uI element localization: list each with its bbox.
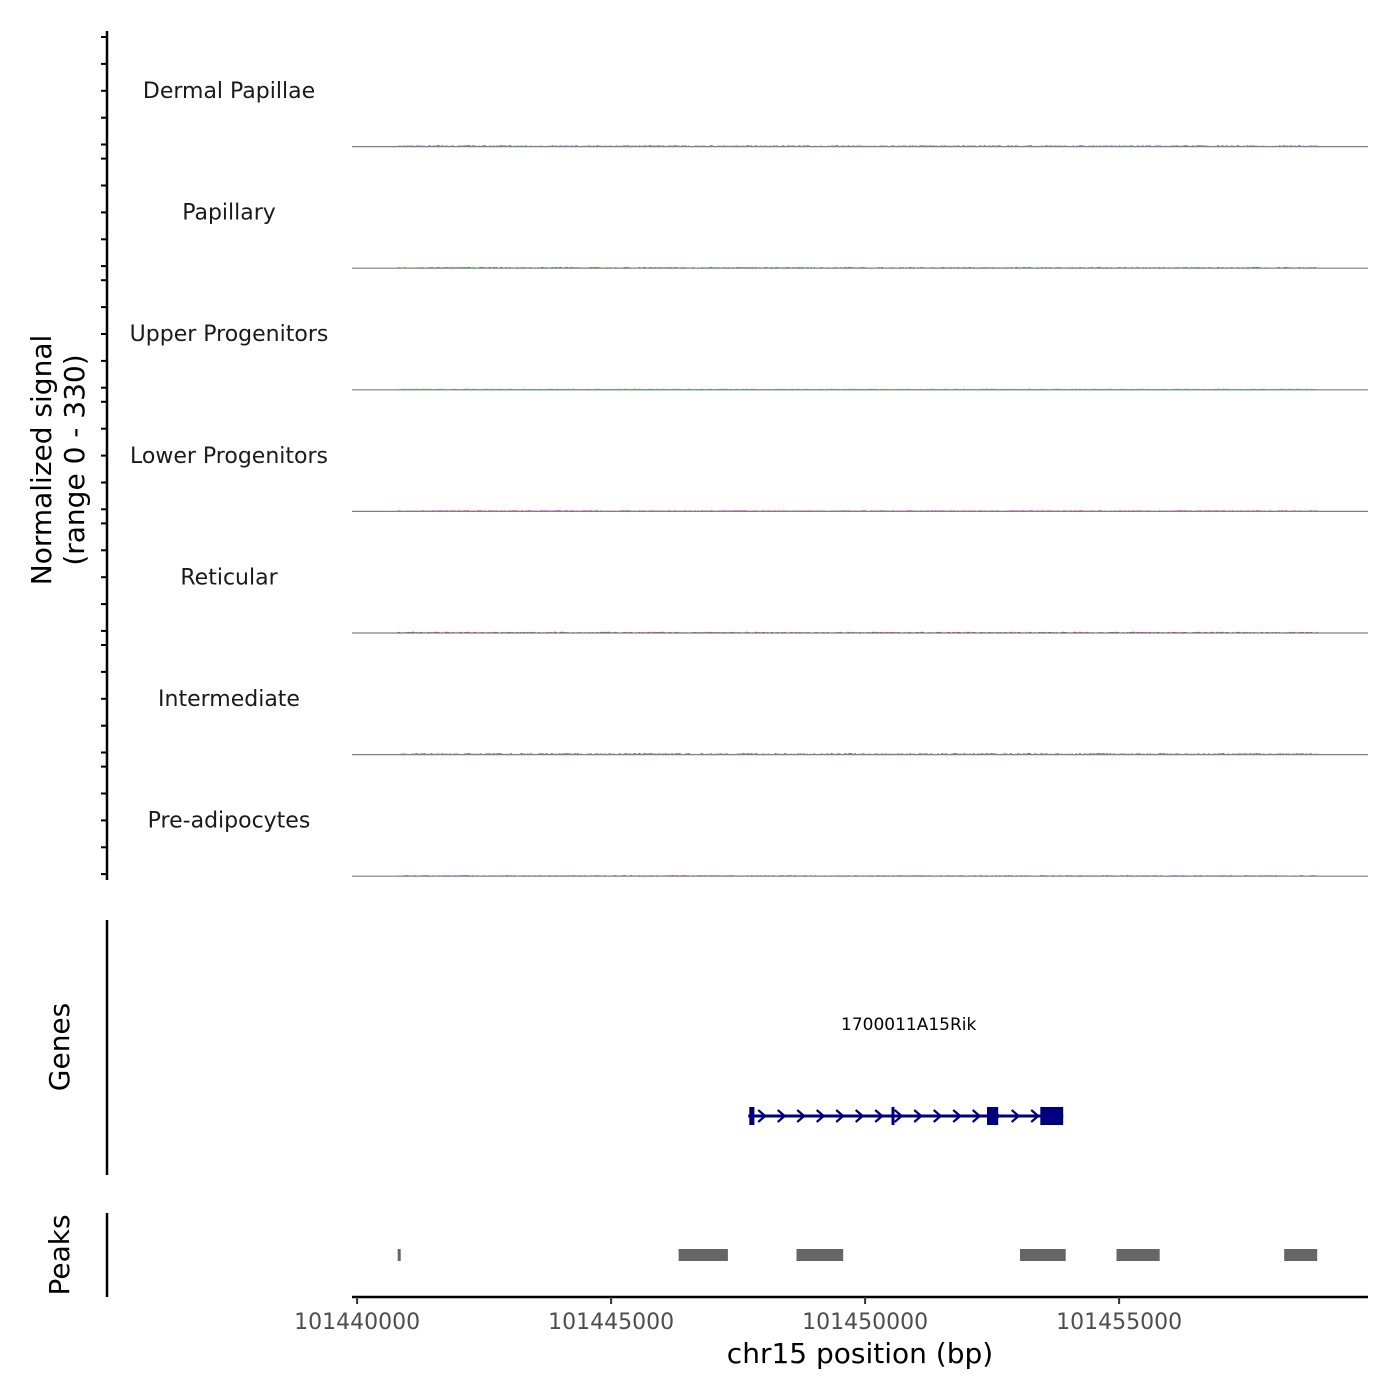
gene-strand-arrow	[874, 1109, 884, 1123]
x-axis-tick-label: 101455000	[1056, 1310, 1182, 1335]
peak-region	[796, 1249, 844, 1261]
x-axis-tick-label: 101440000	[294, 1310, 420, 1335]
x-axis-title: chr15 position (bp)	[727, 1337, 993, 1370]
track-label: Papillary	[182, 201, 276, 226]
gene-exon	[987, 1107, 999, 1125]
peaks-section: Peaks	[43, 1213, 1318, 1297]
gene-exon	[749, 1107, 755, 1125]
peak-region	[1284, 1249, 1318, 1261]
gene-strand-arrow	[971, 1109, 982, 1123]
gene-strand-arrow	[796, 1109, 806, 1123]
gene-strand-arrow	[1030, 1109, 1040, 1123]
gene-model: 1700011A15Rik	[748, 1015, 1064, 1125]
gene-exon	[1040, 1107, 1064, 1125]
peak-region	[1116, 1249, 1160, 1261]
gene-models: 1700011A15Rik	[748, 1015, 1064, 1125]
track-label: Pre-adipocytes	[148, 809, 311, 834]
coverage-y-axis-title: Normalized signal	[25, 335, 58, 586]
peak-region	[1020, 1249, 1066, 1261]
genes-axis-label: Genes	[43, 1003, 76, 1091]
coverage-y-ticks	[101, 36, 107, 876]
coverage-track-upper-progenitors: Upper Progenitors	[130, 322, 1368, 391]
peak-region	[678, 1249, 728, 1261]
coverage-track-pre-adipocytes: Pre-adipocytes	[148, 809, 1368, 877]
coverage-track-reticular: Reticular	[180, 565, 1368, 634]
track-label: Lower Progenitors	[130, 444, 328, 469]
track-label: Upper Progenitors	[130, 322, 329, 347]
gene-strand-arrow	[952, 1109, 962, 1123]
x-axis: 101440000 101445000 101450000 101455000 chr…	[294, 1295, 1368, 1370]
coverage-y-axis-range: (range 0 - 330)	[58, 354, 91, 565]
gene-strand-arrow	[1010, 1109, 1021, 1123]
coverage-section: Normalized signal (range 0 - 330) Dermal…	[25, 31, 1368, 880]
gene-strand-arrow	[776, 1109, 787, 1123]
track-label: Dermal Papillae	[143, 79, 315, 104]
gene-strand-arrow	[913, 1109, 923, 1123]
coverage-track-intermediate: Intermediate	[158, 687, 1368, 756]
gene-strand-arrow	[932, 1109, 943, 1123]
coverage-track-papillary: Papillary	[182, 201, 1368, 269]
track-label: Intermediate	[158, 687, 300, 712]
genes-section: Genes 1700011A15Rik	[43, 920, 1064, 1175]
gene-strand-arrow	[893, 1109, 904, 1123]
gene-strand-arrow	[854, 1109, 865, 1123]
gene-strand-arrow	[757, 1109, 767, 1123]
x-axis-tick-label: 101450000	[802, 1310, 928, 1335]
coverage-track-lower-progenitors: Lower Progenitors	[130, 444, 1368, 512]
x-axis-tick-label: 101445000	[548, 1310, 674, 1335]
peaks-axis-label: Peaks	[43, 1214, 76, 1295]
gene-strand-arrow	[835, 1109, 845, 1123]
coverage-track-dermal-papillae: Dermal Papillae	[143, 79, 1368, 148]
coverage-tracks: Dermal Papillae Papillary Upper Progenitor…	[130, 79, 1368, 877]
gene-label: 1700011A15Rik	[841, 1015, 977, 1035]
x-axis-ticks: 101440000 101445000 101450000 101455000	[294, 1297, 1182, 1335]
peak-regions	[397, 1249, 1318, 1261]
peak-region	[397, 1249, 401, 1261]
gene-exon	[891, 1107, 895, 1125]
gene-strand-arrow	[815, 1109, 826, 1123]
track-label: Reticular	[180, 565, 278, 590]
